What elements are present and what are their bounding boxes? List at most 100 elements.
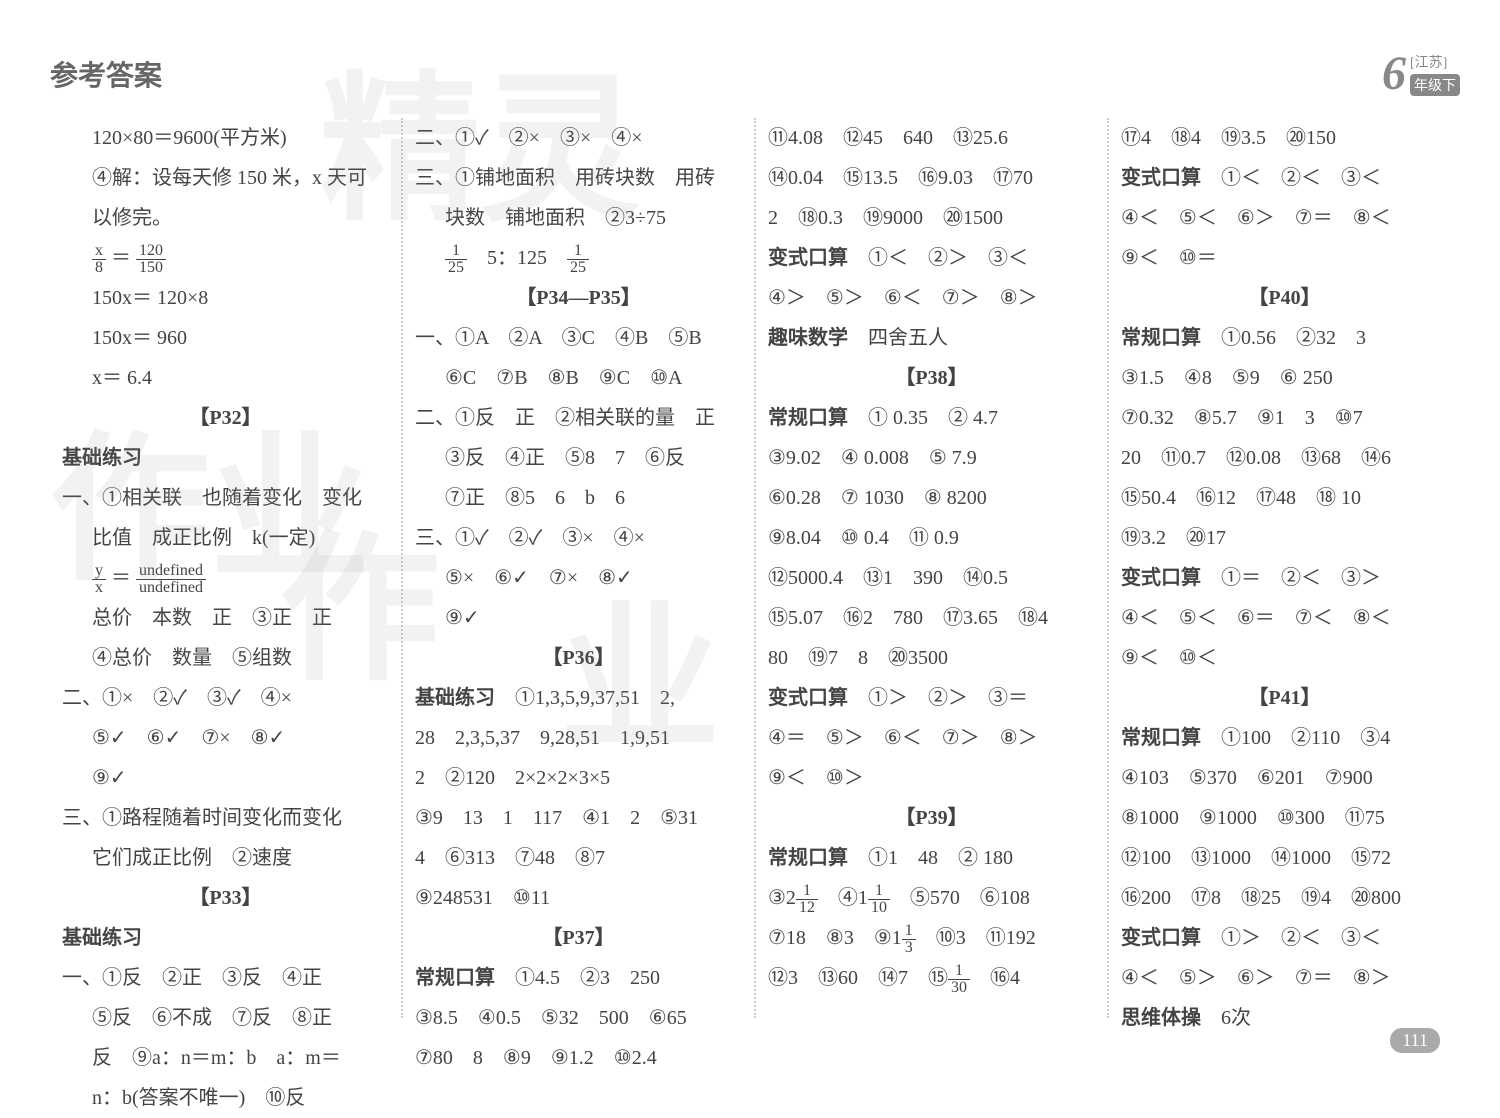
text-line: ⑥C ⑦B ⑧B ⑨C ⑩A bbox=[415, 358, 742, 398]
text-line: ⑭0.04 ⑮13.5 ⑯9.03 ⑰70 bbox=[768, 158, 1095, 198]
column-4: ⑰4 ⑱4 ⑲3.5 ⑳150变式口算 ①＜ ②＜ ③＜④＜ ⑤＜ ⑥＞ ⑦＝ … bbox=[1109, 118, 1460, 1018]
text-line: 变式口算 ①＞ ②＜ ③＜ bbox=[1121, 918, 1448, 958]
text-line: 基础练习 ①1,3,5,9,37,51 2, bbox=[415, 678, 742, 718]
text-line: ⑨＜ ⑩＜ bbox=[1121, 638, 1448, 678]
text-line: ⑪4.08 ⑫45 640 ⑬25.6 bbox=[768, 118, 1095, 158]
text-line: 变式口算 ①＞ ②＞ ③＝ bbox=[768, 678, 1095, 718]
text-line: ⑰4 ⑱4 ⑲3.5 ⑳150 bbox=[1121, 118, 1448, 158]
text-line: 总价 本数 正 ③正 正 bbox=[62, 598, 389, 638]
answer-page: 作业 精灵 作 业 参考答案 6 [江苏] 年级下 120×80＝9600(平方… bbox=[0, 0, 1500, 1083]
text-line: 三、①路程随着时间变化而变化 bbox=[62, 798, 389, 838]
text-line: 常规口算 ①1 48 ② 180 bbox=[768, 838, 1095, 878]
text-line: ⑫100 ⑬1000 ⑭1000 ⑮72 bbox=[1121, 838, 1448, 878]
text-line: 三、①✓ ②✓ ③× ④× bbox=[415, 518, 742, 558]
text-line: ⑨248531 ⑩11 bbox=[415, 878, 742, 918]
text-line: 28 2,3,5,37 9,28,51 1,9,51 bbox=[415, 718, 742, 758]
text-line: 反 ⑨a：n＝m：b a：m＝ bbox=[62, 1038, 389, 1078]
text-line: 以修完。 bbox=[62, 198, 389, 238]
text-line: 【P39】 bbox=[768, 798, 1095, 838]
text-line: 常规口算 ① 0.35 ② 4.7 bbox=[768, 398, 1095, 438]
text-line: ⑯200 ⑰8 ⑱25 ⑲4 ⑳800 bbox=[1121, 878, 1448, 918]
text-line: 【P36】 bbox=[415, 638, 742, 678]
text-line: 150x＝ 120×8 bbox=[62, 278, 389, 318]
page-header: 参考答案 6 [江苏] 年级下 bbox=[50, 50, 1460, 98]
text-line: ⑤× ⑥✓ ⑦× ⑧✓ bbox=[415, 558, 742, 598]
text-line: 2 ⑱0.3 ⑲9000 ⑳1500 bbox=[768, 198, 1095, 238]
text-line: ④＞ ⑤＞ ⑥＜ ⑦＞ ⑧＞ bbox=[768, 278, 1095, 318]
text-line: 【P34—P35】 bbox=[415, 278, 742, 318]
text-line: ⑲3.2 ⑳17 bbox=[1121, 518, 1448, 558]
text-line: ③9.02 ④ 0.008 ⑤ 7.9 bbox=[768, 438, 1095, 478]
grade-semester: 年级下 bbox=[1410, 74, 1460, 96]
text-line: n：b(答案不唯一) ⑩反 bbox=[62, 1078, 389, 1118]
text-line: ⑦80 8 ⑧9 ⑨1.2 ⑩2.4 bbox=[415, 1038, 742, 1078]
grade-number: 6 bbox=[1382, 50, 1406, 98]
text-line: ④解：设每天修 150 米，x 天可 bbox=[62, 158, 389, 198]
text-line: 变式口算 ①＜ ②＞ ③＜ bbox=[768, 238, 1095, 278]
text-line: 125 5：125 125 bbox=[415, 238, 742, 278]
text-line: 一、①反 ②正 ③反 ④正 bbox=[62, 958, 389, 998]
text-line: 二、①反 正 ②相关联的量 正 bbox=[415, 398, 742, 438]
text-line: 趣味数学 四舍五人 bbox=[768, 318, 1095, 358]
column-3: ⑪4.08 ⑫45 640 ⑬25.6⑭0.04 ⑮13.5 ⑯9.03 ⑰70… bbox=[756, 118, 1109, 1018]
text-line: 4 ⑥313 ⑦48 ⑧7 bbox=[415, 838, 742, 878]
text-line: 二、①✓ ②× ③× ④× bbox=[415, 118, 742, 158]
text-line: 【P41】 bbox=[1121, 678, 1448, 718]
text-line: 2 ②120 2×2×2×3×5 bbox=[415, 758, 742, 798]
text-line: 变式口算 ①＝ ②＜ ③＞ bbox=[1121, 558, 1448, 598]
text-line: 常规口算 ①4.5 ②3 250 bbox=[415, 958, 742, 998]
text-line: ⑤✓ ⑥✓ ⑦× ⑧✓ bbox=[62, 718, 389, 758]
text-line: ⑨8.04 ⑩ 0.4 ⑪ 0.9 bbox=[768, 518, 1095, 558]
text-line: ⑫3 ⑬60 ⑭7 ⑮130 ⑯4 bbox=[768, 958, 1095, 998]
text-line: ③1.5 ④8 ⑤9 ⑥ 250 bbox=[1121, 358, 1448, 398]
text-line: 二、①× ②✓ ③✓ ④× bbox=[62, 678, 389, 718]
page-number: 111 bbox=[1390, 1028, 1440, 1053]
text-line: ④＜ ⑤＜ ⑥＝ ⑦＜ ⑧＜ bbox=[1121, 598, 1448, 638]
text-line: ⑥0.28 ⑦ 1030 ⑧ 8200 bbox=[768, 478, 1095, 518]
column-1: 120×80＝9600(平方米)④解：设每天修 150 米，x 天可以修完。x8… bbox=[50, 118, 403, 1018]
grade-labels: [江苏] 年级下 bbox=[1410, 52, 1460, 96]
text-line: ③8.5 ④0.5 ⑤32 500 ⑥65 bbox=[415, 998, 742, 1038]
text-line: ③反 ④正 ⑤8 7 ⑥反 bbox=[415, 438, 742, 478]
text-line: 三、①铺地面积 用砖块数 用砖 bbox=[415, 158, 742, 198]
text-line: ④＝ ⑤＞ ⑥＜ ⑦＞ ⑧＞ bbox=[768, 718, 1095, 758]
text-line: ④103 ⑤370 ⑥201 ⑦900 bbox=[1121, 758, 1448, 798]
text-line: ③2112 ④1110 ⑤570 ⑥108 bbox=[768, 878, 1095, 918]
text-line: 基础练习 bbox=[62, 438, 389, 478]
text-line: 比值 成正比例 k(一定) bbox=[62, 518, 389, 558]
text-line: 它们成正比例 ②速度 bbox=[62, 838, 389, 878]
text-line: 【P38】 bbox=[768, 358, 1095, 398]
text-line: ⑫5000.4 ⑬1 390 ⑭0.5 bbox=[768, 558, 1095, 598]
text-line: ⑤反 ⑥不成 ⑦反 ⑧正 bbox=[62, 998, 389, 1038]
text-line: 【P37】 bbox=[415, 918, 742, 958]
content-columns: 120×80＝9600(平方米)④解：设每天修 150 米，x 天可以修完。x8… bbox=[50, 118, 1460, 1018]
page-title: 参考答案 bbox=[50, 54, 162, 94]
text-line: 基础练习 bbox=[62, 918, 389, 958]
text-line: ⑨✓ bbox=[415, 598, 742, 638]
text-line: 120×80＝9600(平方米) bbox=[62, 118, 389, 158]
text-line: ④＜ ⑤＜ ⑥＞ ⑦＝ ⑧＜ bbox=[1121, 198, 1448, 238]
text-line: 80 ⑲7 8 ⑳3500 bbox=[768, 638, 1095, 678]
text-line: 【P33】 bbox=[62, 878, 389, 918]
column-2: 二、①✓ ②× ③× ④×三、①铺地面积 用砖块数 用砖块数 铺地面积 ②3÷7… bbox=[403, 118, 756, 1018]
grade-badge: 6 [江苏] 年级下 bbox=[1382, 50, 1460, 98]
text-line: ④总价 数量 ⑤组数 bbox=[62, 638, 389, 678]
text-line: ⑦18 ⑧3 ⑨113 ⑩3 ⑪192 bbox=[768, 918, 1095, 958]
text-line: 【P40】 bbox=[1121, 278, 1448, 318]
text-line: ④＜ ⑤＞ ⑥＞ ⑦＝ ⑧＞ bbox=[1121, 958, 1448, 998]
grade-region: [江苏] bbox=[1410, 52, 1460, 72]
text-line: yx ＝ undefinedundefined bbox=[62, 558, 389, 598]
text-line: 常规口算 ①0.56 ②32 3 bbox=[1121, 318, 1448, 358]
text-line: ⑧1000 ⑨1000 ⑩300 ⑪75 bbox=[1121, 798, 1448, 838]
text-line: 【P32】 bbox=[62, 398, 389, 438]
text-line: ⑮5.07 ⑯2 780 ⑰3.65 ⑱4 bbox=[768, 598, 1095, 638]
text-line: ⑨＜ ⑩＞ bbox=[768, 758, 1095, 798]
text-line: ⑦正 ⑧5 6 b 6 bbox=[415, 478, 742, 518]
text-line: 一、①A ②A ③C ④B ⑤B bbox=[415, 318, 742, 358]
text-line: 变式口算 ①＜ ②＜ ③＜ bbox=[1121, 158, 1448, 198]
text-line: ⑮50.4 ⑯12 ⑰48 ⑱ 10 bbox=[1121, 478, 1448, 518]
text-line: ③9 13 1 117 ④1 2 ⑤31 bbox=[415, 798, 742, 838]
text-line: 20 ⑪0.7 ⑫0.08 ⑬68 ⑭6 bbox=[1121, 438, 1448, 478]
text-line: 常规口算 ①100 ②110 ③4 bbox=[1121, 718, 1448, 758]
text-line: ⑨＜ ⑩＝ bbox=[1121, 238, 1448, 278]
